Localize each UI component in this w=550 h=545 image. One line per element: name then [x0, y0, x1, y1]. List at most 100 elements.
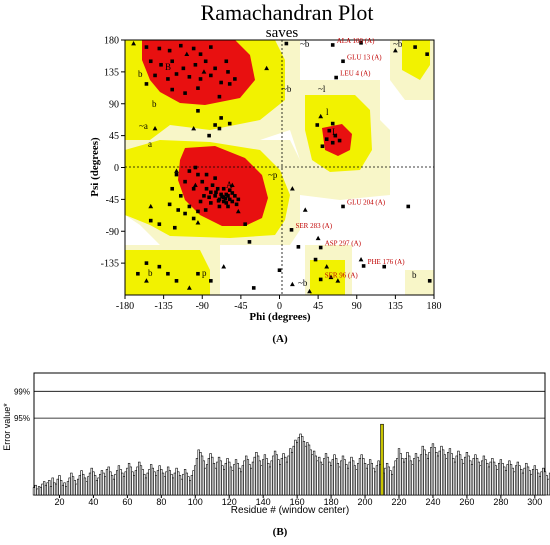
x-axis-ticks: -180 -135 -90 -45 0 45 90 135 180 — [116, 295, 442, 312]
residue-triangle — [184, 51, 190, 56]
residue-triangle — [221, 264, 227, 269]
y-axis-label: Error value* — [2, 403, 12, 451]
residue-triangle — [264, 65, 270, 71]
annotation-label: SER 283 (A) — [296, 222, 333, 230]
residue-square — [217, 204, 222, 209]
residue-square — [209, 190, 213, 195]
residue-square — [170, 87, 175, 92]
residue-square — [234, 202, 239, 207]
x-tick-label: 0 — [277, 301, 282, 312]
x-tick-label: 160 — [290, 497, 305, 507]
annotated-residue — [361, 264, 366, 268]
region-label: ~b — [300, 39, 310, 49]
residue-square — [157, 222, 162, 226]
residue-square — [277, 268, 282, 273]
residue-triangle — [174, 168, 179, 173]
x-tick-label: -135 — [154, 301, 172, 312]
residue-square — [196, 109, 200, 113]
threshold-label-95: 95% — [14, 414, 30, 423]
residue-square — [202, 194, 206, 198]
residue-square — [183, 179, 187, 184]
y-tick-label: 45 — [109, 131, 119, 142]
panel-b-label: (B) — [273, 526, 288, 538]
residue-square — [406, 204, 411, 209]
residue-square — [213, 176, 217, 180]
annotation-label: GLU 204 (A) — [347, 198, 386, 206]
region-label: B — [165, 62, 171, 72]
x-tick-label: 45 — [313, 301, 323, 312]
residue-square — [166, 77, 170, 81]
residue-square — [413, 45, 417, 49]
residue-square — [209, 279, 213, 283]
residue-square — [243, 222, 247, 226]
region-label: ~b — [298, 278, 308, 288]
residue-square — [425, 52, 429, 56]
residue-square — [144, 45, 149, 49]
y-tick-label: -90 — [106, 227, 119, 238]
residue-square — [174, 72, 179, 76]
region-label: p — [202, 268, 207, 278]
residue-square — [198, 199, 203, 204]
residue-triangle — [289, 186, 295, 191]
ramachandran-plot: Ramachandran Plot saves — [89, 0, 442, 345]
residue-square — [224, 59, 229, 64]
residue-square — [230, 199, 235, 204]
residue-square — [209, 45, 213, 49]
annotation-label: ALA 100 (A) — [337, 37, 375, 45]
x-tick-label: 100 — [188, 497, 203, 507]
residue-square — [337, 138, 342, 143]
region-core-alpha — [178, 146, 268, 226]
residue-square — [181, 66, 186, 71]
residue-square — [227, 121, 232, 126]
annotated-residue — [289, 228, 294, 232]
residue-square — [183, 91, 187, 95]
residue-square — [209, 73, 213, 78]
region-label: A — [226, 180, 233, 190]
x-tick-label: 120 — [222, 497, 237, 507]
residue-square — [221, 186, 226, 191]
threshold-label-99: 99% — [14, 387, 30, 396]
region-label: ~b — [393, 39, 403, 49]
x-tick-label: 135 — [388, 301, 403, 312]
residue-square — [217, 126, 222, 131]
y-tick-label: -45 — [106, 195, 119, 206]
residue-square — [213, 66, 217, 71]
x-axis-ticks: 20 40 60 80 100 120 140 160 180 200 220 240 260 280 30… — [54, 495, 542, 507]
residue-square — [324, 137, 329, 141]
residue-triangle — [335, 278, 341, 283]
x-axis-label: Residue # (window center) — [231, 505, 349, 516]
region-labels: b b ~b ~b ~l l ~a a A B L ~p p ~b b b ~b — [138, 39, 417, 288]
residue-square — [219, 116, 223, 120]
residue-triangle — [131, 40, 136, 46]
residue-square — [224, 201, 229, 205]
residue-square — [427, 279, 432, 283]
residue-square — [247, 240, 252, 244]
residue-square — [203, 208, 208, 212]
residue-square — [187, 169, 192, 173]
residue-square — [220, 194, 224, 199]
residue-square — [170, 59, 175, 64]
residue-square — [166, 271, 170, 276]
residue-square — [157, 46, 162, 51]
residue-square — [219, 80, 223, 85]
x-tick-label: 240 — [425, 497, 440, 507]
annotation-label: PHE 176 (A) — [368, 258, 406, 266]
residue-square — [174, 172, 179, 177]
annotation-label: LEU 4 (A) — [340, 70, 371, 78]
x-tick-label: 180 — [427, 301, 442, 312]
x-tick-label: 80 — [156, 497, 166, 507]
error-value-plot: 99% 95% 20 40 60 80 100 120 140 160 180 200 220 240… — [2, 372, 550, 538]
y-axis-label: Psi (degrees) — [89, 137, 101, 197]
residue-triangle — [324, 264, 330, 269]
residue-square — [217, 94, 222, 99]
residue-square — [213, 194, 217, 198]
residue-square — [214, 190, 218, 195]
residue-square — [333, 133, 338, 138]
residue-square — [191, 46, 196, 51]
residue-square — [227, 197, 232, 202]
chart-subtitle: saves — [266, 25, 299, 41]
region-core-beta — [142, 40, 255, 105]
residue-annotations: ALA 100 (A) GLU 13 (A) LEU 4 (A) GLU 204 (A… — [289, 37, 406, 282]
data-points — [131, 40, 432, 294]
residue-square — [327, 128, 332, 133]
